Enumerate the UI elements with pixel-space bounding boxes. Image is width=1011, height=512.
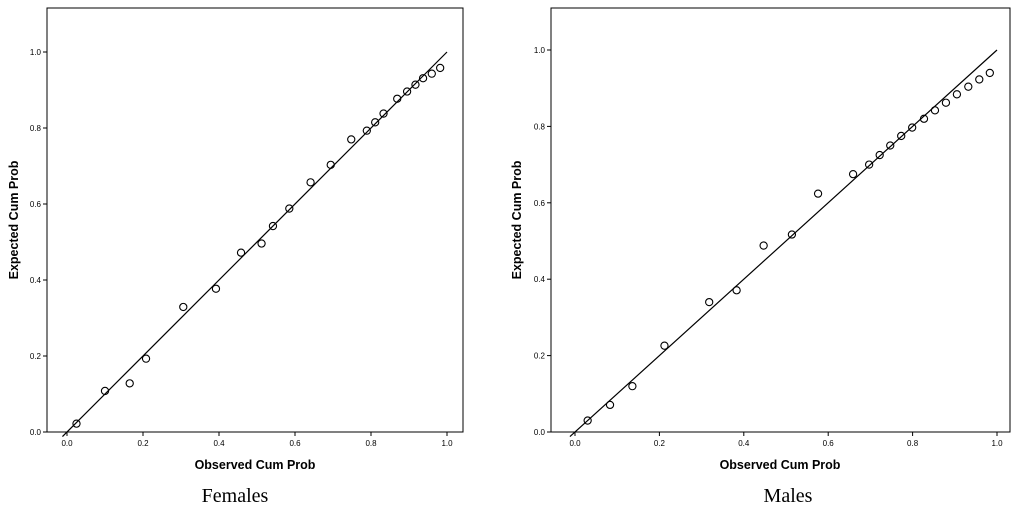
x-tick-label: 0.6 <box>823 439 835 448</box>
data-point <box>975 75 984 84</box>
y-tick-label: 0.2 <box>30 352 42 361</box>
y-tick-label: 0.6 <box>534 199 546 208</box>
x-tick-label: 1.0 <box>991 439 1003 448</box>
reference-line <box>62 51 448 437</box>
data-point <box>660 341 669 350</box>
data-point <box>908 123 917 132</box>
data-point <box>411 80 420 89</box>
data-point <box>848 169 858 179</box>
males-pp-plot: 0.0 0.2 0.4 0.6 0.8 1.0 0.0 0.2 0.4 0.6 0.8 1.0 Obse… <box>510 7 1011 507</box>
y-tick-label: 0.8 <box>534 122 546 131</box>
y-tick-label: 0.4 <box>534 275 546 284</box>
data-point <box>402 87 412 96</box>
y-tick-label: 0.4 <box>30 276 42 285</box>
y-axis-label: Expected Cum Prob <box>7 160 21 279</box>
data-point <box>306 178 315 187</box>
data-point <box>179 302 188 312</box>
x-tick-label: 0.0 <box>569 439 581 448</box>
data-point <box>705 297 714 307</box>
data-point <box>886 141 895 150</box>
x-tick-label: 0.8 <box>365 439 377 448</box>
data-point <box>418 74 428 83</box>
data-point <box>732 286 741 295</box>
x-tick-label: 0.2 <box>654 439 666 448</box>
plot-frame <box>46 7 464 433</box>
data-point <box>813 189 823 198</box>
y-tick-label: 0.2 <box>534 352 546 361</box>
data-point <box>919 114 929 123</box>
panel-caption: Females <box>202 485 269 507</box>
females-pp-plot: 0.0 0.2 0.4 0.6 0.8 1.0 0.0 0.2 0.4 0.6 0.8 1.0 Obse… <box>7 7 464 507</box>
y-tick-label: 1.0 <box>534 46 546 55</box>
x-tick-label: 0.4 <box>213 439 225 448</box>
data-point <box>326 160 335 170</box>
y-tick-label: 0.8 <box>30 124 42 133</box>
data-point <box>379 109 388 118</box>
data-point <box>285 204 294 213</box>
x-tick-label: 0.2 <box>137 439 149 448</box>
data-point <box>362 126 371 135</box>
x-tick-label: 1.0 <box>441 439 453 448</box>
x-axis-label: Observed Cum Prob <box>195 458 316 472</box>
x-tick-label: 0.4 <box>738 439 750 448</box>
data-point <box>72 419 81 428</box>
data-point <box>211 284 221 293</box>
panel-caption: Males <box>764 485 813 507</box>
data-point <box>393 94 402 103</box>
plot-frame <box>550 7 1011 433</box>
data-point <box>985 68 994 78</box>
data-point <box>964 82 973 91</box>
data-point <box>257 239 266 248</box>
data-point <box>371 118 380 127</box>
y-tick-label: 0.0 <box>30 428 42 437</box>
x-tick-label: 0.8 <box>907 439 919 448</box>
data-point <box>347 135 356 144</box>
data-point <box>236 248 246 257</box>
x-tick-label: 0.6 <box>289 439 301 448</box>
data-point <box>605 400 615 410</box>
data-point <box>787 230 797 239</box>
y-tick-label: 0.0 <box>534 428 546 437</box>
y-axis-label: Expected Cum Prob <box>510 160 524 279</box>
y-tick-label: 1.0 <box>30 48 42 57</box>
y-tick-label: 0.6 <box>30 200 42 209</box>
data-point <box>100 386 110 396</box>
data-point <box>952 90 962 99</box>
data-point <box>628 382 637 391</box>
data-point <box>125 379 134 388</box>
data-point <box>897 131 906 141</box>
data-point <box>930 106 940 115</box>
data-point <box>941 98 951 107</box>
data-point <box>759 241 768 250</box>
data-point <box>436 63 445 73</box>
data-point <box>864 160 874 169</box>
data-point <box>583 416 592 425</box>
reference-line <box>569 49 998 438</box>
data-point <box>875 150 884 160</box>
data-point <box>427 69 436 78</box>
x-axis-label: Observed Cum Prob <box>720 458 841 472</box>
data-point <box>141 354 151 363</box>
x-tick-label: 0.0 <box>61 439 73 448</box>
data-point <box>268 221 278 231</box>
